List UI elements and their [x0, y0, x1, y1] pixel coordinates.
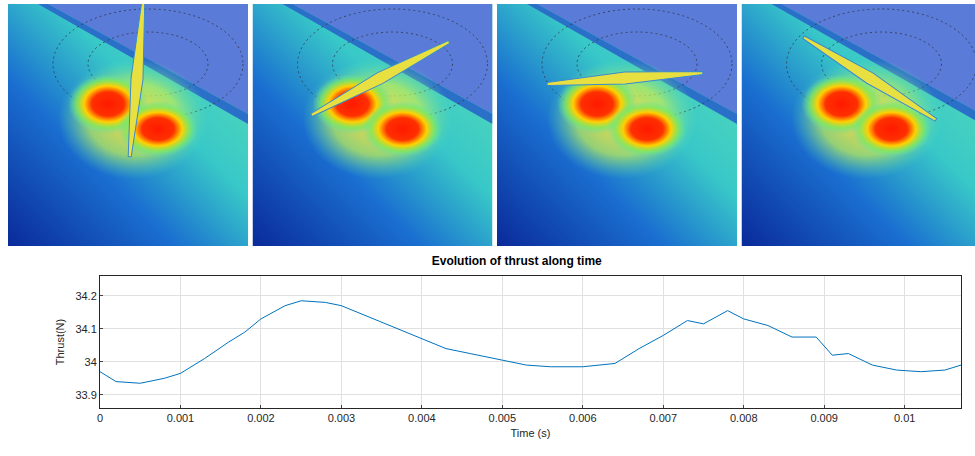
svg-text:0.008: 0.008: [730, 412, 758, 424]
svg-text:0.006: 0.006: [569, 412, 597, 424]
svg-text:Thrust(N): Thrust(N): [54, 319, 66, 365]
svg-text:34: 34: [85, 356, 97, 368]
svg-text:Evolution of thrust along time: Evolution of thrust along time: [432, 254, 602, 268]
svg-text:0.009: 0.009: [810, 412, 838, 424]
svg-text:0.002: 0.002: [247, 412, 275, 424]
svg-text:33.9: 33.9: [75, 389, 96, 401]
svg-text:0.01: 0.01: [894, 412, 915, 424]
svg-text:0.001: 0.001: [167, 412, 195, 424]
svg-text:0.004: 0.004: [408, 412, 436, 424]
svg-text:0.003: 0.003: [328, 412, 356, 424]
svg-text:34.2: 34.2: [75, 290, 96, 302]
svg-text:Time (s): Time (s): [511, 427, 551, 439]
svg-text:0: 0: [97, 412, 103, 424]
svg-text:0.007: 0.007: [650, 412, 678, 424]
svg-text:0.005: 0.005: [489, 412, 517, 424]
svg-text:34.1: 34.1: [75, 323, 96, 335]
